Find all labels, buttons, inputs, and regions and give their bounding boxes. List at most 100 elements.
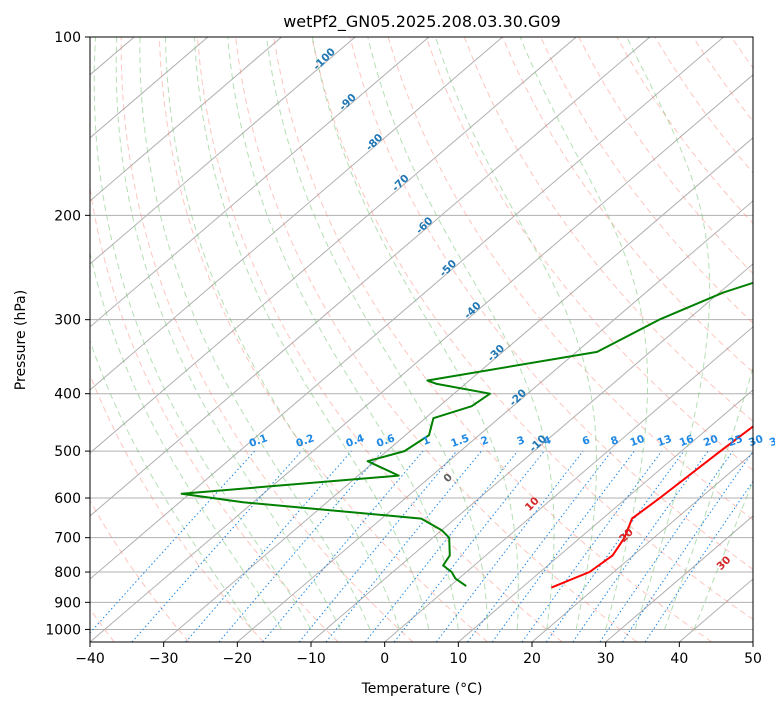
x-tick-label: −30 bbox=[149, 651, 179, 667]
moist-adiabat-line bbox=[435, 37, 597, 630]
y-tick-label: 200 bbox=[54, 208, 81, 224]
grid bbox=[0, 37, 753, 642]
mixing-ratio-label: 2 bbox=[479, 434, 490, 448]
mixing-ratio-line bbox=[131, 450, 302, 642]
mixing-ratio-line bbox=[364, 450, 519, 642]
x-tick-label: 20 bbox=[523, 651, 541, 667]
y-tick-label: 300 bbox=[54, 313, 81, 329]
dry-adiabat-line bbox=[158, 37, 488, 642]
y-tick-label: 400 bbox=[54, 387, 81, 403]
moist-adiabat-line bbox=[90, 339, 253, 630]
mixing-ratio-line bbox=[521, 450, 663, 642]
mixing-ratio-line bbox=[644, 480, 753, 642]
mixing-ratio-label: 6 bbox=[581, 434, 592, 448]
isotherm-line bbox=[90, 37, 282, 202]
x-tick-label: −10 bbox=[296, 651, 326, 667]
dry-adiabat-line bbox=[273, 37, 712, 642]
mixing-ratio-label: 36 bbox=[768, 433, 775, 449]
mixing-ratio-line bbox=[467, 450, 613, 642]
x-tick-label: 0 bbox=[380, 651, 389, 667]
mixing-ratio-line bbox=[621, 450, 753, 642]
moist-adiabat-line bbox=[90, 250, 282, 630]
moist-adiabat-line bbox=[266, 37, 489, 630]
mixing-ratio-label: 1 bbox=[421, 434, 432, 448]
dry-adiabat-line bbox=[90, 373, 264, 642]
x-tick-label: 30 bbox=[597, 651, 615, 667]
isotherm-line bbox=[752, 641, 753, 642]
moist-adiabat-line bbox=[519, 37, 649, 630]
temperature-line bbox=[551, 425, 753, 589]
mixing-ratio-label: 0.2 bbox=[294, 432, 316, 450]
axis-ticks: −40 −30 −20 −10 0 10 20 30 40 5010020030040050060… bbox=[45, 30, 762, 667]
moist-adiabat-line bbox=[664, 366, 753, 630]
isotherm-line bbox=[384, 326, 753, 642]
profile-series bbox=[180, 281, 753, 589]
mixing-ratio-label: 25 bbox=[727, 433, 745, 449]
mixing-ratio-label: 13 bbox=[656, 433, 674, 449]
y-tick-label: 700 bbox=[54, 531, 81, 547]
moist-adiabats bbox=[90, 37, 753, 630]
isotherm-line bbox=[0, 37, 61, 642]
isotherm-line bbox=[90, 37, 356, 265]
mixing-ratio-line bbox=[572, 450, 709, 642]
mixing-ratio-line bbox=[262, 450, 424, 642]
mixing-ratio-lines bbox=[90, 450, 753, 642]
mixing-ratio-label: 16 bbox=[678, 433, 696, 449]
isotherm-line bbox=[458, 389, 753, 642]
x-tick-label: −20 bbox=[223, 651, 253, 667]
isotherm-line bbox=[310, 263, 753, 642]
isotherm-line bbox=[90, 37, 430, 328]
mixing-ratio-label: 0.1 bbox=[248, 432, 270, 450]
y-tick-label: 800 bbox=[54, 565, 81, 581]
x-tick-label: 40 bbox=[670, 651, 688, 667]
moist-adiabat-line bbox=[626, 37, 711, 630]
y-tick-label: 1000 bbox=[45, 622, 81, 638]
dry-adiabat-line bbox=[90, 184, 339, 642]
mixing-ratio-label: 30 bbox=[747, 433, 765, 449]
mixing-ratio-line bbox=[599, 450, 734, 642]
y-tick-label: 100 bbox=[54, 30, 81, 46]
isotherm-line bbox=[605, 515, 753, 642]
isotherm-line bbox=[90, 37, 503, 391]
dry-adiabat-line bbox=[769, 37, 775, 642]
moist-adiabat-line bbox=[165, 37, 400, 630]
plot-area bbox=[90, 37, 753, 642]
dewpoint-line bbox=[180, 281, 753, 587]
isotherm-line bbox=[531, 452, 753, 642]
mixing-ratio-line bbox=[90, 450, 256, 634]
mixing-ratio-line bbox=[436, 450, 584, 642]
isotherm-line bbox=[90, 37, 724, 580]
moist-adiabat-line bbox=[93, 37, 312, 630]
moist-adiabat-line bbox=[693, 479, 753, 630]
mixing-ratio-line bbox=[325, 450, 482, 642]
isotherm-line bbox=[90, 37, 577, 454]
mixing-ratio-label: 0.6 bbox=[375, 432, 397, 450]
mixing-ratio-label: 10 bbox=[628, 433, 646, 449]
isotherm-line bbox=[90, 74, 753, 642]
dry-adiabat-line bbox=[425, 37, 753, 471]
mixing-ratio-label: 1.5 bbox=[449, 432, 471, 450]
moist-adiabat-line bbox=[227, 37, 459, 630]
dry-adiabat-line bbox=[349, 37, 753, 570]
isotherm-line bbox=[237, 200, 753, 642]
moist-adiabat-line bbox=[194, 37, 430, 630]
y-tick-label: 600 bbox=[54, 491, 81, 507]
mixing-ratio-line bbox=[545, 450, 685, 642]
y-tick-label: 500 bbox=[54, 444, 81, 460]
x-tick-label: 10 bbox=[449, 651, 467, 667]
moist-adiabat-line bbox=[311, 37, 519, 630]
x-tick-label: −40 bbox=[75, 651, 105, 667]
mixing-ratio-label: 8 bbox=[609, 434, 620, 448]
mixing-ratio-line bbox=[298, 450, 458, 642]
y-tick-label: 900 bbox=[54, 595, 81, 611]
mixing-ratio-line bbox=[491, 450, 635, 642]
isotherm-line bbox=[90, 37, 651, 517]
x-tick-label: 50 bbox=[744, 651, 762, 667]
plot-frame bbox=[89, 36, 754, 643]
mixing-ratio-label: 3 bbox=[515, 434, 526, 448]
dry-adiabat-line bbox=[197, 37, 563, 642]
chart-title: wetPf2_GN05.2025.208.03.30.G09 bbox=[283, 12, 561, 32]
moist-adiabat-line bbox=[115, 37, 341, 630]
dry-adiabat-line bbox=[387, 37, 753, 521]
